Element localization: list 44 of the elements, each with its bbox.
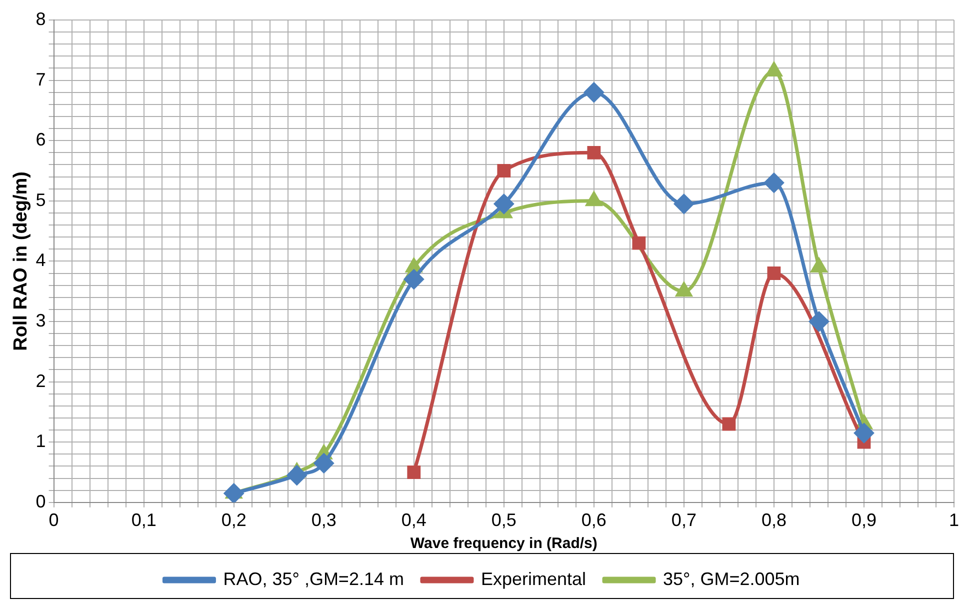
- x-tick-label: 0,2: [221, 510, 246, 530]
- point: [809, 312, 829, 332]
- y-tick-label: 7: [36, 69, 46, 90]
- y-tick-label: 8: [36, 8, 46, 29]
- x-tick-label: 1: [948, 510, 960, 530]
- point: [674, 194, 694, 214]
- x-tick-label: 0,5: [491, 510, 516, 530]
- y-tick-label: 0: [36, 491, 46, 512]
- point: [764, 173, 784, 193]
- x-axis-title: Wave frequency in (Rad/s): [410, 535, 598, 552]
- x-tick-label: 0,9: [851, 510, 876, 530]
- x-tick-label: 0,4: [401, 510, 426, 530]
- point: [497, 164, 511, 178]
- legend-label: Experimental: [480, 568, 586, 589]
- point: [224, 484, 244, 502]
- point: [632, 236, 646, 250]
- x-tick-label: 0: [48, 510, 59, 530]
- point: [587, 146, 601, 160]
- point: [287, 466, 307, 486]
- y-tick-label: 4: [36, 250, 46, 270]
- point: [314, 453, 334, 473]
- legend-label: RAO, 35° ,GM=2.14 m: [223, 568, 404, 589]
- y-tick-label: 5: [36, 190, 46, 210]
- legend-label: 35°, GM=2.005m: [663, 568, 800, 589]
- point: [404, 270, 424, 290]
- y-tick-label: 2: [36, 370, 46, 391]
- point: [586, 192, 602, 206]
- point: [676, 282, 692, 297]
- point: [722, 417, 736, 431]
- x-tick-label: 0,7: [671, 510, 696, 530]
- x-tick-label: 0,1: [131, 510, 156, 530]
- y-axis-title: Roll RAO in (deg/m): [10, 171, 32, 351]
- x-tick-label: 0,8: [761, 510, 786, 530]
- y-tick-label: 3: [36, 310, 46, 330]
- point: [854, 423, 874, 443]
- point: [407, 466, 421, 479]
- point: [494, 194, 514, 214]
- point: [767, 266, 781, 280]
- point: [766, 62, 782, 77]
- y-tick-label: 1: [36, 431, 46, 452]
- x-tick-label: 0,3: [311, 510, 336, 530]
- y-tick-label: 6: [36, 130, 46, 150]
- x-tick-label: 0,6: [581, 510, 606, 530]
- point: [584, 82, 604, 102]
